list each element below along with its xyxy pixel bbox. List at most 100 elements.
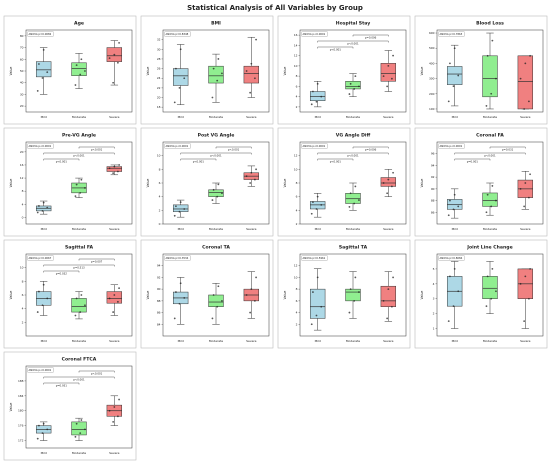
data-point [529, 54, 531, 57]
panel-frame [140, 127, 274, 237]
y-tick-label: 50 [20, 69, 24, 73]
data-point [453, 268, 456, 270]
significance-label: p<0.001 [347, 42, 359, 46]
x-tick-label: Moderate [483, 115, 497, 119]
data-point [523, 320, 526, 322]
y-tick-label: 4 [296, 95, 298, 99]
data-point [112, 81, 115, 84]
significance-label: p<0.001 [484, 154, 496, 158]
annotation: ANOVA p=0.5961 [303, 256, 326, 260]
x-tick-label: Moderate [72, 227, 86, 231]
y-tick-label: 300 [429, 77, 435, 81]
data-point [316, 195, 319, 198]
x-tick-label: Mild [315, 227, 321, 231]
significance-label: p<0.001 [56, 160, 68, 164]
data-point [173, 101, 176, 104]
panel-frame [3, 239, 137, 349]
y-tick-label: 500 [429, 46, 435, 50]
data-point [80, 178, 83, 181]
data-point [113, 53, 116, 56]
panel-frame [3, 127, 137, 237]
annotation-box [164, 255, 191, 261]
data-point [386, 85, 389, 88]
data-point [212, 67, 215, 70]
annotation-box [301, 31, 328, 37]
x-tick-label: Mild [452, 339, 458, 343]
data-point [255, 168, 257, 171]
data-point [108, 297, 111, 300]
y-tick-label: 92 [431, 175, 435, 179]
data-point [36, 311, 39, 313]
panel-frame [3, 351, 137, 461]
data-point [79, 311, 82, 313]
data-point [348, 206, 351, 208]
data-point [253, 178, 256, 181]
axes-frame [162, 253, 270, 337]
data-point [179, 201, 182, 204]
annotation: ANOVA p<0.0001 [440, 144, 463, 148]
data-point [452, 208, 455, 211]
y-tick-label: 2 [433, 312, 435, 316]
data-point [386, 192, 389, 195]
y-tick-label: 8 [22, 189, 24, 193]
data-point [447, 320, 450, 322]
significance-bracket [43, 382, 80, 385]
data-point [179, 48, 182, 51]
x-tick-label: Mild [41, 115, 47, 119]
data-point [457, 205, 460, 208]
data-point [178, 210, 181, 213]
panel-frame [277, 15, 411, 125]
axes-frame [25, 365, 133, 449]
y-tick-label: 32 [157, 38, 161, 42]
y-axis-label: Value [283, 67, 287, 76]
y-tick-label: 4 [22, 202, 24, 206]
data-point [449, 199, 451, 202]
significance-label: p<0.001 [330, 48, 342, 52]
data-point [387, 64, 390, 67]
data-point [75, 64, 78, 67]
data-point [112, 421, 115, 423]
y-tick-label: 184 [18, 394, 24, 398]
data-point [41, 77, 44, 79]
data-point [221, 192, 223, 195]
annotation: ANOVA p=0.0067 [29, 256, 52, 260]
data-point [173, 317, 176, 320]
data-point [74, 195, 77, 198]
significance-label: p=0.513 [73, 266, 85, 270]
data-point [217, 58, 220, 60]
box [309, 91, 326, 101]
significance-label: p=0.031 [502, 148, 514, 152]
y-tick-label: 6 [22, 293, 24, 297]
data-point [36, 90, 39, 92]
data-point [249, 182, 252, 184]
y-tick-label: 4 [296, 208, 298, 212]
significance-bracket [317, 40, 389, 43]
panel-title: Coronal TA [202, 245, 230, 251]
data-point [392, 171, 394, 174]
box [446, 66, 463, 85]
panel-title: Blood Loss [476, 21, 504, 27]
box [106, 291, 123, 304]
data-point [249, 311, 252, 314]
data-point [175, 205, 177, 208]
significance-label: p<0.001 [91, 372, 103, 376]
data-point [527, 100, 530, 103]
y-tick-label: 88 [157, 299, 161, 303]
annotation-box [164, 31, 191, 37]
annotation-box [301, 143, 328, 149]
data-point [349, 288, 352, 291]
significance-bracket [454, 158, 491, 161]
data-point [216, 79, 219, 82]
panel-title: Post VG Angle [198, 133, 235, 139]
y-tick-label: 10 [20, 266, 24, 270]
data-point [490, 92, 493, 95]
y-tick-label: 6 [296, 195, 298, 199]
data-point [79, 191, 82, 194]
y-tick-label: 8 [159, 167, 161, 171]
y-tick-label: 28 [157, 57, 161, 61]
x-tick-label: Moderate [483, 339, 497, 343]
data-point [183, 77, 186, 80]
axes-frame [299, 253, 407, 337]
axes-frame [25, 141, 133, 225]
significance-label: p<0.001 [91, 148, 103, 152]
